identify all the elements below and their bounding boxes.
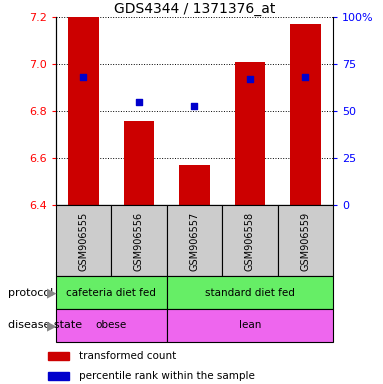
Bar: [167, 276, 333, 309]
Point: [192, 103, 198, 109]
Bar: [179, 166, 210, 205]
Text: protocol: protocol: [8, 288, 53, 298]
Point: [303, 74, 309, 81]
Title: GDS4344 / 1371376_at: GDS4344 / 1371376_at: [114, 2, 275, 16]
Bar: [278, 205, 333, 276]
Bar: [290, 24, 321, 205]
Text: disease state: disease state: [8, 320, 82, 331]
Text: cafeteria diet fed: cafeteria diet fed: [66, 288, 156, 298]
Text: standard diet fed: standard diet fed: [205, 288, 295, 298]
Text: GSM906556: GSM906556: [134, 212, 144, 270]
Text: GSM906558: GSM906558: [245, 212, 255, 270]
Text: transformed count: transformed count: [79, 351, 176, 361]
Point: [247, 76, 253, 83]
Text: lean: lean: [239, 320, 261, 331]
Point: [136, 99, 142, 105]
Bar: [124, 121, 154, 205]
Text: GSM906555: GSM906555: [78, 211, 88, 271]
Bar: [235, 62, 265, 205]
Bar: [56, 205, 111, 276]
Bar: [56, 276, 167, 309]
Bar: [167, 205, 222, 276]
Text: ▶: ▶: [47, 319, 57, 332]
Text: GSM906557: GSM906557: [189, 211, 200, 271]
Point: [80, 74, 87, 81]
Bar: [48, 352, 69, 359]
Text: percentile rank within the sample: percentile rank within the sample: [79, 371, 255, 381]
Text: obese: obese: [95, 320, 127, 331]
Bar: [167, 309, 333, 342]
Text: ▶: ▶: [47, 286, 57, 299]
Bar: [68, 17, 98, 205]
Bar: [222, 205, 278, 276]
Text: GSM906559: GSM906559: [300, 212, 311, 270]
Bar: [111, 205, 167, 276]
Bar: [48, 372, 69, 380]
Bar: [56, 309, 167, 342]
